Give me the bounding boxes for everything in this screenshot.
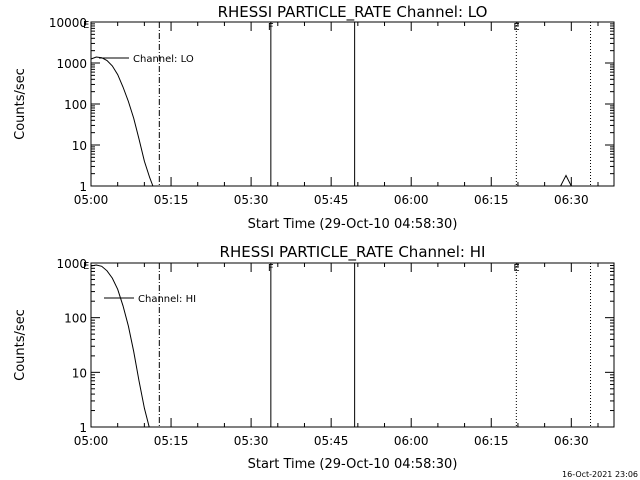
corner-label: E <box>83 261 89 272</box>
x-tick-label: 06:00 <box>394 434 429 448</box>
x-tick-label: 05:30 <box>234 193 269 207</box>
x-axis-label: Start Time (29-Oct-10 04:58:30) <box>248 217 458 232</box>
x-tick-label: 06:15 <box>474 193 509 207</box>
y-tick-label: 10 <box>72 139 87 153</box>
series-line <box>90 56 154 187</box>
y-tick-label: 1 <box>79 421 87 435</box>
x-tick-label: 05:45 <box>314 193 349 207</box>
chart-title: RHESSI PARTICLE_RATE Channel: LO <box>218 3 488 22</box>
series-line <box>560 174 572 187</box>
x-tick-label: 05:45 <box>314 434 349 448</box>
y-tick-label: 10000 <box>49 16 87 30</box>
x-axis-label: Start Time (29-Oct-10 04:58:30) <box>248 457 458 472</box>
x-tick-label: 05:30 <box>234 434 269 448</box>
plot-frame-1 <box>90 262 615 428</box>
y-tick-label: 1 <box>79 180 87 194</box>
y-tick-label: 1000 <box>56 257 87 271</box>
y-axis-label: Counts/sec <box>13 68 28 140</box>
corner-label: E <box>83 20 89 31</box>
event-marker-label: F <box>268 22 274 33</box>
x-tick-label: 05:00 <box>74 434 109 448</box>
footer-timestamp: 16-Oct-2021 23:06 <box>562 470 638 479</box>
series-line <box>90 264 150 428</box>
event-marker-label: F <box>268 263 274 274</box>
legend-label: Channel: LO <box>133 54 194 65</box>
x-tick-label: 06:30 <box>554 193 589 207</box>
event-marker-label: E <box>513 263 519 274</box>
y-tick-label: 100 <box>64 312 87 326</box>
chart-title: RHESSI PARTICLE_RATE Channel: HI <box>220 243 486 262</box>
y-tick-label: 10 <box>72 366 87 380</box>
y-axis-label: Counts/sec <box>13 309 28 381</box>
legend-label: Channel: HI <box>138 294 196 305</box>
plot-frame-0 <box>90 21 615 187</box>
x-tick-label: 06:00 <box>394 193 429 207</box>
x-tick-label: 05:15 <box>154 434 189 448</box>
y-tick-label: 100 <box>64 98 87 112</box>
event-marker-label: E <box>513 22 519 33</box>
x-tick-label: 06:15 <box>474 434 509 448</box>
x-tick-label: 05:00 <box>74 193 109 207</box>
x-tick-label: 05:15 <box>154 193 189 207</box>
x-tick-label: 06:30 <box>554 434 589 448</box>
y-tick-label: 1000 <box>56 57 87 71</box>
